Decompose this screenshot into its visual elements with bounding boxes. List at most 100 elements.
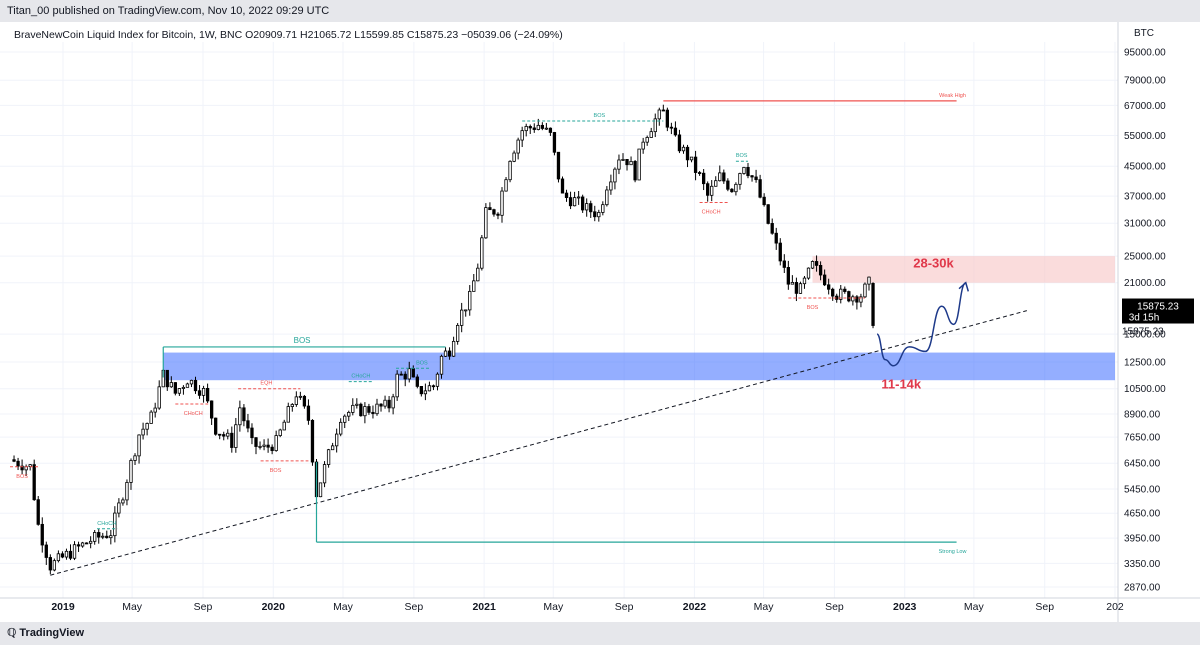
- target-label-upper: 28-30k: [913, 256, 954, 271]
- candle-body: [528, 126, 532, 129]
- x-tick-label: Sep: [825, 601, 844, 613]
- x-tick-label: May: [964, 601, 985, 613]
- annotation-label-bos: BOS: [270, 468, 282, 474]
- candle-body: [597, 212, 601, 218]
- candle-body: [125, 482, 129, 501]
- candle-body: [681, 146, 686, 152]
- candle-body: [282, 421, 286, 431]
- candle-body: [500, 190, 504, 216]
- annotation-label-bos: BOS: [736, 153, 748, 159]
- candle-body: [585, 203, 589, 211]
- candle-body: [290, 404, 294, 407]
- candle-body: [443, 350, 448, 357]
- candle-body: [76, 544, 81, 547]
- candle-body: [16, 460, 20, 467]
- y-tick-label: 7650.00: [1124, 433, 1161, 444]
- candle-body: [423, 390, 428, 395]
- y-tick-label: 37000.00: [1124, 192, 1166, 203]
- candle-body: [782, 260, 786, 268]
- publish-header: Titan_00 published on TradingView.com, N…: [0, 0, 1200, 22]
- candle-body: [851, 296, 855, 302]
- candle-body: [60, 553, 65, 558]
- candle-body: [105, 535, 109, 539]
- candle-body: [20, 465, 24, 471]
- candle-body: [544, 127, 549, 130]
- x-tick-label: May: [333, 601, 354, 613]
- candle-body: [689, 156, 694, 161]
- forecast-arrowhead: [958, 281, 970, 292]
- supply-zone: [812, 256, 1115, 283]
- candle-body: [242, 407, 246, 422]
- candle-body: [209, 400, 214, 419]
- candle-body: [302, 395, 307, 407]
- candle-body: [754, 176, 758, 181]
- candle-body: [855, 296, 859, 303]
- candle-body: [468, 290, 472, 311]
- annotation-label-low: Strong Low: [939, 549, 967, 555]
- annotation-label-choch: CHoCH: [184, 411, 203, 417]
- candle-body: [343, 415, 347, 423]
- x-tick-label: Sep: [194, 601, 213, 613]
- candle-body: [72, 544, 77, 559]
- y-tick-label: 25000.00: [1124, 252, 1166, 263]
- candle-body: [831, 288, 835, 297]
- candle-body: [266, 444, 270, 448]
- candle-body: [153, 407, 157, 413]
- candle-body: [56, 553, 61, 562]
- candle-body: [250, 427, 254, 439]
- footer-bar: ℚ TradingView: [0, 622, 1200, 645]
- candle-body: [798, 283, 803, 294]
- price-chart[interactable]: BOS BOS BOS BOS CHoCH CHoCH BOS CHoCH EQH BOS CHoC…: [0, 22, 1200, 622]
- candle-body: [258, 445, 262, 448]
- chart-frame[interactable]: BOS BOS BOS BOS CHoCH CHoCH BOS CHoCH EQH BOS CHoC…: [0, 22, 1200, 622]
- candle-body: [637, 148, 641, 181]
- y-tick-label: 4650.00: [1124, 509, 1161, 520]
- candle-body: [746, 166, 750, 177]
- annotation-label-choch: CHoCH: [351, 374, 370, 380]
- candle-body: [214, 417, 218, 435]
- candle-body: [818, 265, 823, 276]
- candle-body: [230, 432, 234, 448]
- candle-body: [351, 404, 355, 413]
- candle-body: [32, 464, 36, 501]
- candle-body: [375, 403, 379, 415]
- candle-body: [80, 542, 85, 547]
- x-tick-label: 2022: [683, 601, 707, 613]
- candle-body: [794, 282, 799, 294]
- candle-body: [451, 340, 456, 357]
- candle-body: [814, 261, 819, 266]
- candle-body: [68, 550, 73, 559]
- x-tick-label: Sep: [615, 601, 634, 613]
- candle-body: [564, 192, 569, 198]
- candle-body: [516, 139, 520, 154]
- x-tick-label: 202: [1106, 601, 1124, 613]
- candle-body: [262, 444, 266, 447]
- target-label-lower: 11-14k: [881, 377, 922, 392]
- candle-body: [165, 369, 169, 388]
- x-tick-label: Sep: [1035, 601, 1054, 613]
- trendline: [50, 310, 1027, 576]
- candle-body: [488, 207, 492, 211]
- candle-body: [415, 376, 419, 387]
- candle-body: [726, 180, 730, 190]
- candle-body: [734, 183, 738, 193]
- candle-body: [520, 130, 524, 141]
- candle-body: [714, 180, 718, 187]
- candle-body: [359, 403, 363, 417]
- candle-body: [653, 118, 657, 133]
- candle-body: [93, 532, 97, 542]
- y-tick-label: 45000.00: [1124, 162, 1166, 173]
- candle-body: [383, 399, 387, 407]
- y-tick-label: 8900.00: [1124, 409, 1161, 420]
- annotation-label-high: Weak High: [939, 93, 966, 99]
- candle-body: [605, 189, 609, 206]
- candle-body: [181, 386, 186, 389]
- tradingview-logo[interactable]: ℚ TradingView: [7, 626, 85, 639]
- candle-body: [504, 179, 508, 192]
- candle-body: [625, 159, 629, 166]
- candle-body: [197, 390, 202, 396]
- candle-body: [827, 284, 831, 290]
- candle-body: [306, 405, 311, 421]
- candle-body: [318, 482, 323, 498]
- candle-body: [822, 274, 827, 286]
